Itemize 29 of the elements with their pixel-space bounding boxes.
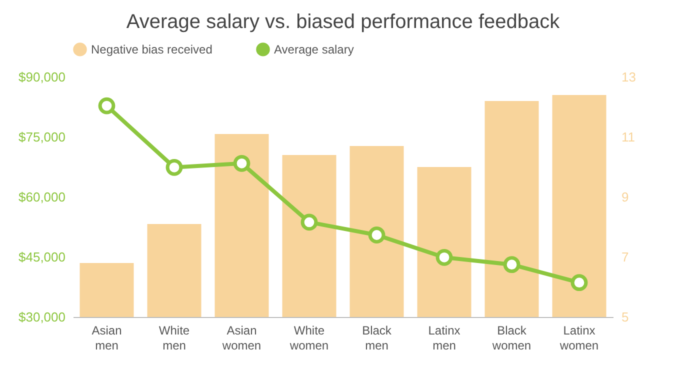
point (570, 274, 588, 292)
y2-tick-label: 9 (622, 190, 629, 204)
y-tick-label: $30,000 (18, 310, 66, 324)
y2-tick-label: 13 (622, 70, 636, 84)
x-tick-label: Asian women (221, 324, 262, 352)
point (368, 226, 386, 244)
x-tick-label: Latinx women (558, 324, 599, 352)
y-tick-label: $90,000 (18, 70, 66, 84)
point (98, 97, 116, 114)
x-tick-label: White women (288, 324, 329, 352)
x-tick-label: Black women (491, 324, 532, 352)
point (233, 154, 250, 172)
point (436, 248, 453, 266)
point (300, 214, 318, 231)
y2-tick-label: 11 (622, 130, 635, 144)
point (166, 158, 183, 176)
legend-label: Average salary (274, 42, 354, 56)
y-tick-label: $60,000 (18, 190, 66, 204)
chart-title: Average salary vs. biased performance feedback (126, 11, 561, 33)
x-tick-label: Asian men (92, 324, 122, 352)
x-tick-label: Black men (362, 324, 392, 352)
x-tick-label: White men (158, 324, 190, 352)
x-tick-label: Latinx men (428, 324, 460, 352)
y2-tick-label: 7 (622, 250, 629, 264)
point (503, 256, 520, 274)
y-tick-label: $45,000 (18, 250, 66, 264)
y-tick-label: $75,000 (18, 130, 66, 144)
legend-label: Negative bias received (91, 42, 212, 56)
y2-tick-label: 5 (622, 310, 629, 324)
